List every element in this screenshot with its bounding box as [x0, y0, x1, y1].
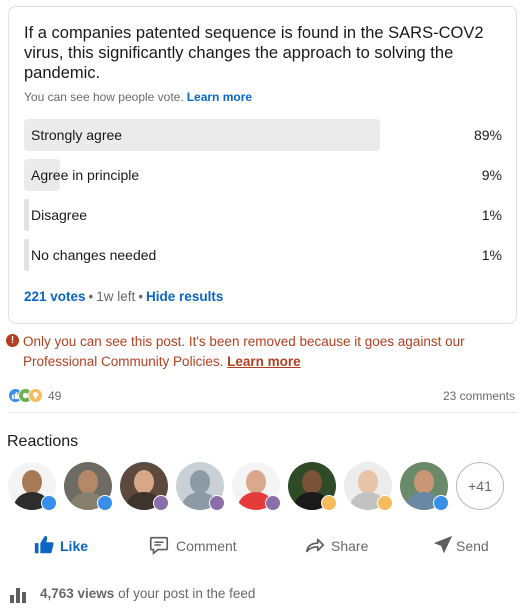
analytics-bar-icon	[10, 588, 26, 603]
poll-option-disagree[interactable]: Disagree 1%	[24, 199, 502, 231]
poll-option-percent: 89%	[473, 127, 502, 143]
comment-label: Comment	[176, 538, 237, 554]
support-badge-icon	[265, 495, 281, 511]
poll-option-percent: 1%	[481, 207, 502, 223]
divider	[8, 412, 517, 413]
post-views[interactable]: 4,763 views of your post in the feed	[8, 585, 517, 603]
send-icon	[433, 535, 453, 554]
insightful-badge-icon	[321, 495, 337, 511]
social-counts: 49 23 comments	[8, 386, 517, 406]
support-badge-icon	[209, 495, 225, 511]
visibility-learn-more-link[interactable]: Learn more	[186, 90, 253, 104]
warning-icon: !	[6, 334, 19, 347]
views-text: 4,763 views of your post in the feed	[40, 586, 255, 601]
reactor-avatars: +41	[8, 462, 523, 512]
like-badge-icon	[97, 495, 113, 511]
like-badge-icon	[433, 495, 449, 511]
poll-card: If a companies patented sequence is foun…	[8, 6, 517, 324]
share-icon	[305, 538, 325, 553]
poll-option-bar	[24, 159, 60, 191]
poll-option-bar	[24, 199, 29, 231]
poll-footer: 221 votes • 1w left • Hide results	[24, 289, 223, 304]
thumbs-up-icon	[34, 535, 54, 554]
hide-results-button[interactable]: Hide results	[146, 289, 224, 304]
poll-option-strongly-agree[interactable]: Strongly agree 89%	[24, 119, 502, 151]
separator-dot: •	[88, 289, 94, 304]
insightful-icon	[28, 388, 43, 403]
poll-option-label: No changes needed	[31, 247, 157, 263]
poll-time-left: 1w left	[96, 289, 136, 304]
separator-dot: •	[138, 289, 144, 304]
poll-option-bar	[24, 119, 380, 151]
send-label: Send	[456, 538, 489, 554]
reaction-count[interactable]: 49	[48, 389, 62, 403]
comment-count[interactable]: 23 comments	[442, 389, 515, 403]
removed-notice-message: Only you can see this post. It's been re…	[23, 334, 465, 369]
poll-option-label: Disagree	[31, 207, 88, 223]
poll-option-bar	[24, 239, 29, 271]
reaction-icons[interactable]	[8, 388, 48, 404]
like-label: Like	[60, 538, 89, 554]
poll-option-label: Agree in principle	[31, 167, 140, 183]
views-count: 4,763 views	[40, 586, 115, 601]
poll-option-no-changes-needed[interactable]: No changes needed 1%	[24, 239, 502, 271]
insightful-badge-icon	[377, 495, 393, 511]
poll-option-percent: 9%	[481, 167, 502, 183]
visibility-text: You can see how people vote.	[24, 90, 184, 104]
poll-option-agree-in-principle[interactable]: Agree in principle 9%	[24, 159, 502, 191]
action-bar: Like Comment Share Send	[8, 530, 517, 562]
removed-notice-text: Only you can see this post. It's been re…	[23, 332, 511, 372]
views-suffix: of your post in the feed	[118, 586, 256, 601]
more-reactors-button[interactable]: +41	[456, 462, 504, 510]
share-label: Share	[331, 538, 369, 554]
policies-learn-more-link[interactable]: Learn more	[227, 354, 301, 369]
poll-option-percent: 1%	[481, 247, 502, 263]
comment-icon	[149, 536, 169, 555]
like-badge-icon	[41, 495, 57, 511]
poll-votes-link[interactable]: 221 votes	[24, 289, 86, 304]
poll-question: If a companies patented sequence is foun…	[24, 24, 484, 82]
poll-option-label: Strongly agree	[31, 127, 123, 143]
support-badge-icon	[153, 495, 169, 511]
reactions-heading: Reactions	[7, 433, 79, 450]
poll-visibility-note: You can see how people vote. Learn more	[24, 90, 252, 104]
